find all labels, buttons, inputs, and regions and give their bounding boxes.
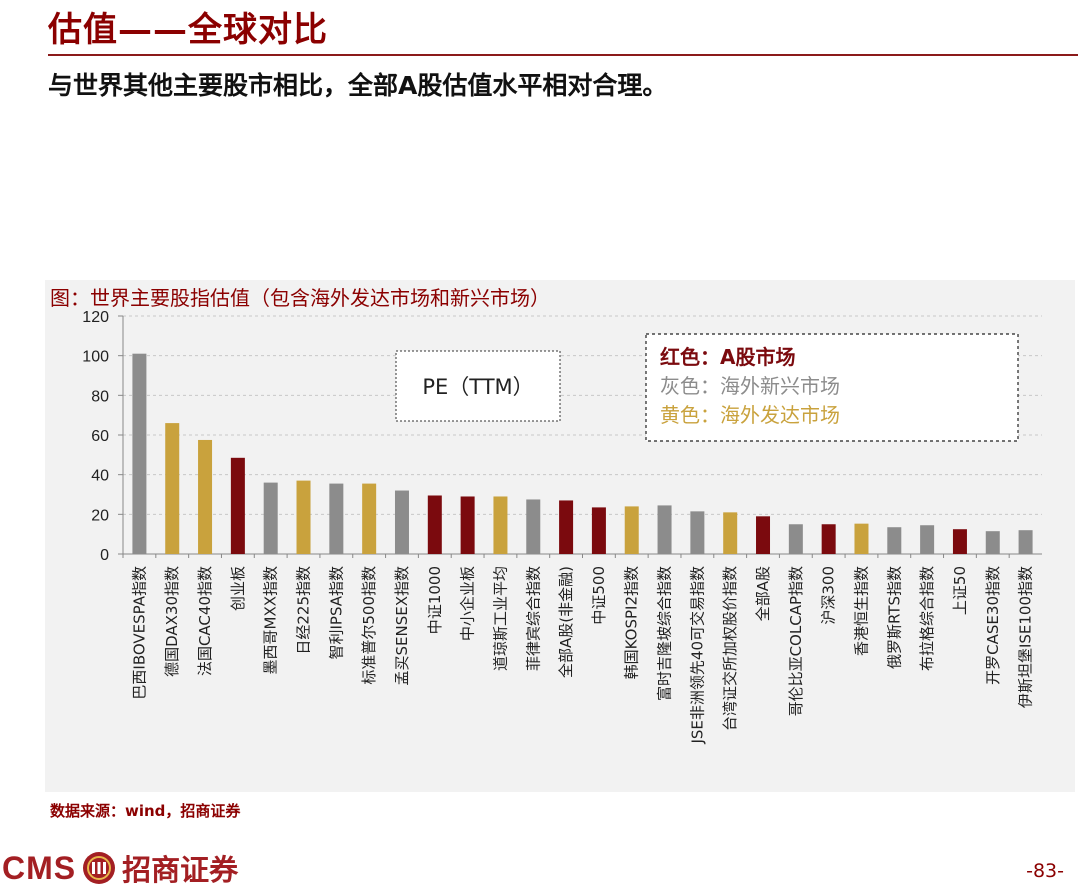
- bar: [230, 457, 245, 554]
- bar: [263, 482, 278, 554]
- bar: [559, 500, 574, 554]
- bar: [756, 516, 771, 554]
- bar: [788, 524, 803, 554]
- y-tick-label: 80: [91, 388, 109, 405]
- chart-caption: 图：世界主要股指估值（包含海外发达市场和新兴市场）: [50, 286, 550, 310]
- bar: [329, 483, 344, 554]
- page-number: -83-: [1026, 860, 1064, 882]
- bar: [394, 490, 409, 554]
- x-tick-label: 全部A股(非金融): [557, 566, 575, 678]
- logo-chinese-text: 招商证券: [122, 853, 239, 887]
- x-tick-label: 日经225指数: [295, 566, 313, 655]
- bar: [821, 524, 836, 554]
- x-tick-label: 孟买SENSEX指数: [393, 566, 411, 686]
- x-tick-label: 全部A股: [754, 566, 772, 621]
- x-tick-label: JSE非洲领先40可交易指数: [688, 566, 706, 745]
- data-source-note: 数据来源：wind，招商证券: [50, 802, 241, 820]
- page-subtitle: 与世界其他主要股市相比，全部A股估值水平相对合理。: [48, 71, 668, 100]
- y-tick-label: 0: [100, 547, 109, 564]
- bar: [198, 439, 213, 554]
- bar: [1018, 530, 1033, 554]
- x-tick-label: 标准普尔500指数: [360, 566, 378, 685]
- bar: [657, 505, 672, 554]
- x-tick-label: 创业板: [229, 566, 247, 611]
- y-tick-label: 120: [82, 309, 109, 326]
- x-tick-label: 伊斯坦堡ISE100指数: [1017, 566, 1035, 708]
- bar: [854, 523, 869, 554]
- bar: [591, 507, 606, 554]
- bar: [362, 483, 377, 554]
- x-tick-label: 香港恒生指数: [852, 566, 870, 656]
- bar: [723, 512, 738, 554]
- company-logo: CMS 招商证券: [2, 848, 238, 888]
- bar: [165, 423, 180, 554]
- x-tick-label: 墨西哥MXX指数: [262, 566, 280, 675]
- logo-cms-text: CMS: [2, 849, 77, 886]
- x-tick-label: 道琼斯工业平均: [491, 566, 509, 671]
- bar: [952, 529, 967, 554]
- legend-entry: 黄色：海外发达市场: [660, 403, 840, 427]
- x-tick-label: 上证50: [951, 566, 969, 615]
- logo-emblem-icon: [83, 852, 116, 884]
- x-tick-label: 法国CAC40指数: [196, 566, 214, 676]
- x-tick-label: 韩国KOSPI2指数: [623, 566, 641, 679]
- x-tick-label: 哥伦比亚COLCAP指数: [787, 566, 805, 716]
- x-tick-label: 中证1000: [426, 566, 444, 634]
- y-tick-label: 60: [91, 428, 109, 445]
- legend-entry: 红色：A股市场: [660, 345, 795, 369]
- x-tick-label: 开罗CASE30指数: [984, 566, 1002, 685]
- x-tick-label: 布拉格综合指数: [918, 566, 936, 671]
- bar: [427, 495, 442, 554]
- x-tick-label: 巴西IBOVESPA指数: [130, 566, 148, 700]
- x-tick-label: 中小企业板: [459, 566, 477, 641]
- bar: [132, 353, 147, 554]
- legend-box: [645, 333, 1019, 442]
- page-title: 估值——全球对比: [48, 10, 328, 50]
- bar: [460, 496, 475, 554]
- x-tick-label: 菲律宾综合指数: [524, 566, 542, 671]
- y-tick-label: 20: [91, 507, 109, 524]
- x-tick-label: 台湾证交所加权股价指数: [721, 566, 739, 731]
- bar: [624, 506, 639, 554]
- bar: [526, 499, 541, 554]
- metric-box: [395, 350, 561, 422]
- legend-entry: 灰色：海外新兴市场: [660, 374, 840, 398]
- bar: [887, 527, 902, 554]
- x-tick-label: 沪深300: [820, 566, 838, 625]
- metric-label: PE（TTM）: [422, 375, 533, 399]
- x-tick-label: 俄罗斯RTS指数: [885, 566, 903, 669]
- x-tick-label: 富时吉隆坡综合指数: [656, 566, 674, 701]
- y-tick-label: 100: [82, 349, 109, 366]
- bar: [493, 496, 508, 554]
- x-tick-label: 德国DAX30指数: [163, 566, 181, 677]
- bar: [296, 480, 311, 554]
- x-tick-label: 中证500: [590, 566, 608, 625]
- x-tick-label: 智利IPSA指数: [327, 566, 345, 660]
- y-tick-label: 40: [91, 468, 109, 485]
- title-divider: [48, 54, 1078, 56]
- bar: [690, 511, 705, 554]
- bar: [985, 531, 1000, 554]
- bar: [920, 525, 935, 554]
